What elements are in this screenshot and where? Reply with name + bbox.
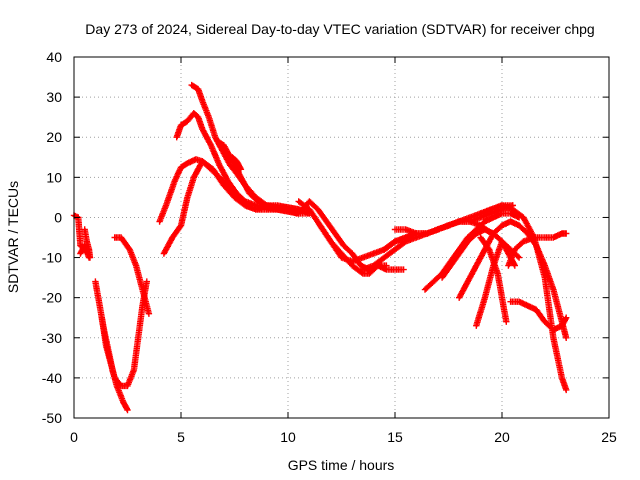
x-tick-label: 15 <box>387 429 403 445</box>
x-axis-label: GPS time / hours <box>288 457 395 473</box>
x-tick-label: 10 <box>280 429 296 445</box>
series-arc-6 <box>111 234 153 317</box>
y-tick-label: -50 <box>42 410 62 426</box>
series-markers <box>111 234 153 317</box>
y-tick-label: -20 <box>42 290 62 306</box>
x-tick-label: 20 <box>494 429 510 445</box>
series-layer <box>70 81 570 414</box>
y-tick-label: 40 <box>46 49 62 65</box>
tick-layer: 0 5 10 15 20 25 -50 -40 -30 -20 -10 0 10 20 30 40 <box>42 49 617 445</box>
chart-title: Day 273 of 2024, Sidereal Day-to-day VTE… <box>85 21 594 37</box>
series-arc-23 <box>477 234 510 325</box>
x-tick-label: 0 <box>70 429 78 445</box>
x-tick-label: 25 <box>601 429 617 445</box>
x-tick-label: 5 <box>177 429 185 445</box>
y-tick-label: -30 <box>42 330 62 346</box>
series-markers <box>505 230 570 269</box>
series-markers <box>81 226 94 261</box>
series-arc-12 <box>229 154 245 173</box>
series-markers <box>316 222 407 277</box>
series-markers <box>92 278 131 414</box>
series-arc-13 <box>252 198 390 273</box>
series-arc-15 <box>316 222 407 277</box>
series-arc-25 <box>505 230 570 269</box>
series-arc-4 <box>92 278 131 414</box>
y-axis-label: SDTVAR / TECUs <box>5 181 21 293</box>
series-markers <box>477 234 510 325</box>
series-arc-3 <box>81 226 94 261</box>
y-tick-label: -40 <box>42 370 62 386</box>
series-arc-24 <box>477 202 570 394</box>
series-arc-26 <box>507 298 570 333</box>
y-tick-label: 30 <box>46 89 62 105</box>
plot-frame <box>73 56 610 419</box>
y-tick-label: 10 <box>46 169 62 185</box>
grid-layer <box>74 57 609 418</box>
series-markers <box>252 198 390 273</box>
series-markers <box>477 202 570 394</box>
series-markers <box>229 154 245 173</box>
series-markers <box>507 298 570 333</box>
y-tick-label: 0 <box>54 209 62 225</box>
series-arc-11 <box>214 138 302 213</box>
y-tick-label: 20 <box>46 129 62 145</box>
y-tick-label: -10 <box>42 250 62 266</box>
